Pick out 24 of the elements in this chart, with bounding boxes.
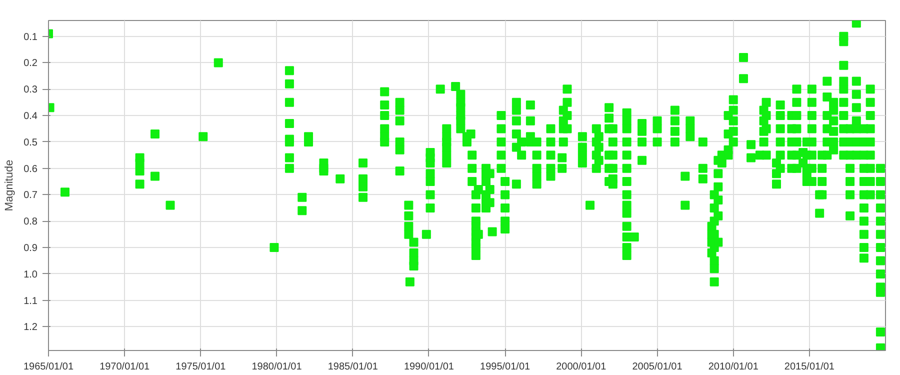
y-tick-label: 0.7	[24, 190, 38, 202]
x-tick-label: 2000/01/01	[556, 362, 607, 372]
y-tick-label: 1.1	[24, 296, 38, 307]
y-tick-label: 0.5	[24, 137, 38, 148]
y-tick-label: 0.9	[24, 243, 38, 254]
y-tick-label: 0.2	[24, 58, 38, 70]
y-tick-label: 0.3	[24, 84, 38, 96]
x-tick-label: 1965/01/01	[23, 362, 74, 372]
y-tick-label: 0.6	[24, 164, 38, 175]
x-tick-label: 1970/01/01	[100, 362, 150, 372]
y-tick-label: 1.0	[24, 269, 38, 280]
y-tick-label: 0.1	[24, 32, 38, 43]
y-axis-title: Magnitude	[4, 160, 16, 212]
x-tick-label: 1975/01/01	[176, 362, 226, 372]
x-tick-label: 1995/01/01	[480, 362, 531, 372]
y-tick-label: 0.4	[24, 111, 38, 122]
y-tick-label: 1.2	[24, 322, 38, 334]
x-tick-label: 2005/01/01	[632, 362, 683, 372]
x-tick-label: 2015/01/01	[784, 362, 835, 372]
x-tick-label: 2010/01/01	[708, 362, 759, 372]
x-tick-label: 1990/01/01	[404, 362, 454, 372]
y-tick-label: 0.8	[24, 216, 38, 228]
x-tick-label: 1980/01/01	[252, 362, 302, 372]
x-tick-label: 1985/01/01	[328, 362, 378, 372]
